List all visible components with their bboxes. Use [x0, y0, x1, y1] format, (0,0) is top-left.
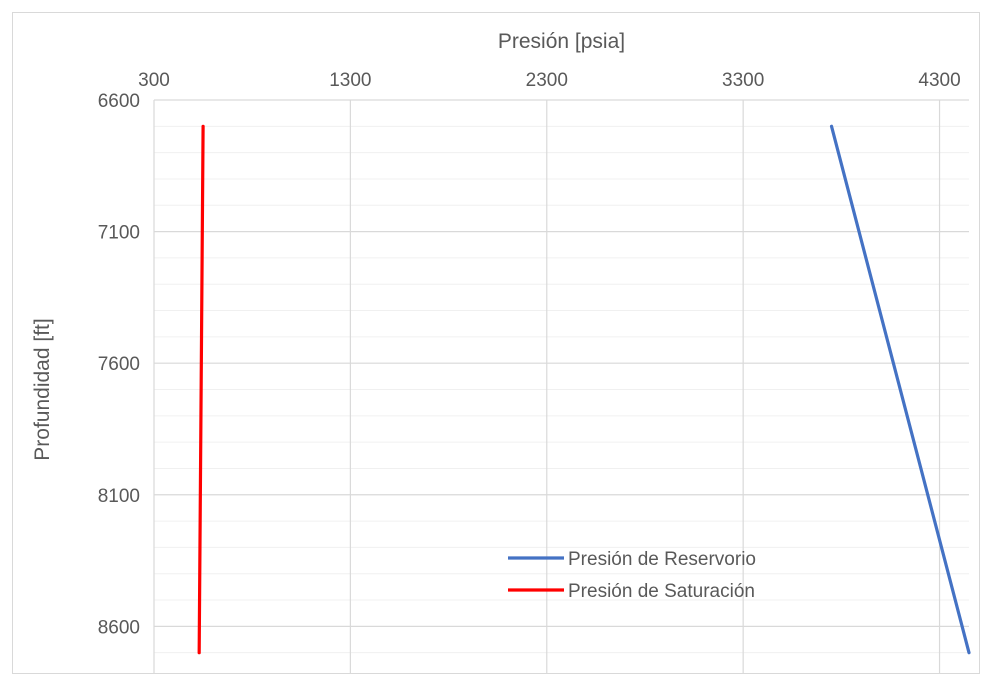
legend-label: Presión de Reservorio: [568, 549, 756, 570]
y-tick-label: 8100: [98, 486, 140, 507]
chart-frame: 300 1300 2300 3300 4300 6600 7100 7600 8100 8600…: [12, 12, 980, 674]
y-tick-label: 7100: [98, 223, 140, 244]
x-tick-label: 1300: [329, 70, 371, 91]
y-axis-title: Profundidad [ft]: [31, 318, 54, 460]
x-axis-title: Presión [psia]: [498, 30, 625, 53]
x-tick-label: 3300: [722, 70, 764, 91]
legend: Presión de Reservorio Presión de Saturaci…: [508, 549, 756, 602]
line-chart: 300 1300 2300 3300 4300 6600 7100 7600 8100 8600…: [13, 13, 979, 673]
x-tick-label: 2300: [526, 70, 568, 91]
y-tick-label: 8600: [98, 617, 140, 638]
legend-label: Presión de Saturación: [568, 581, 755, 602]
x-tick-label: 4300: [918, 70, 960, 91]
x-tick-label: 300: [138, 70, 170, 91]
y-tick-label: 6600: [98, 91, 140, 112]
y-tick-label: 7600: [98, 354, 140, 375]
